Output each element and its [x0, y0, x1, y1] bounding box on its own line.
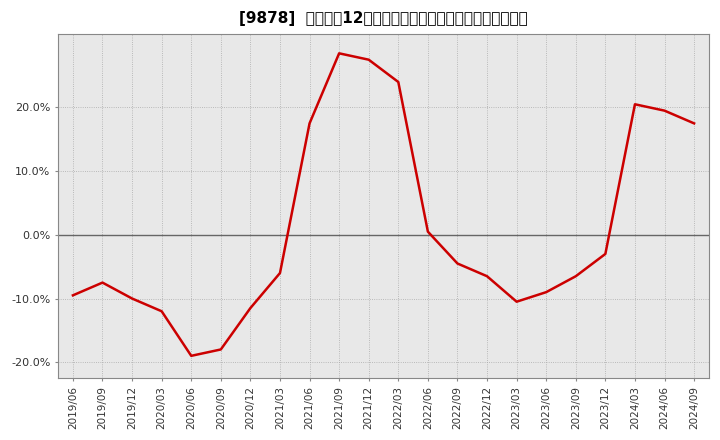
Title: [9878]  売上高の12か月移動合計の対前年同期増減率の推移: [9878] 売上高の12か月移動合計の対前年同期増減率の推移	[239, 11, 528, 26]
